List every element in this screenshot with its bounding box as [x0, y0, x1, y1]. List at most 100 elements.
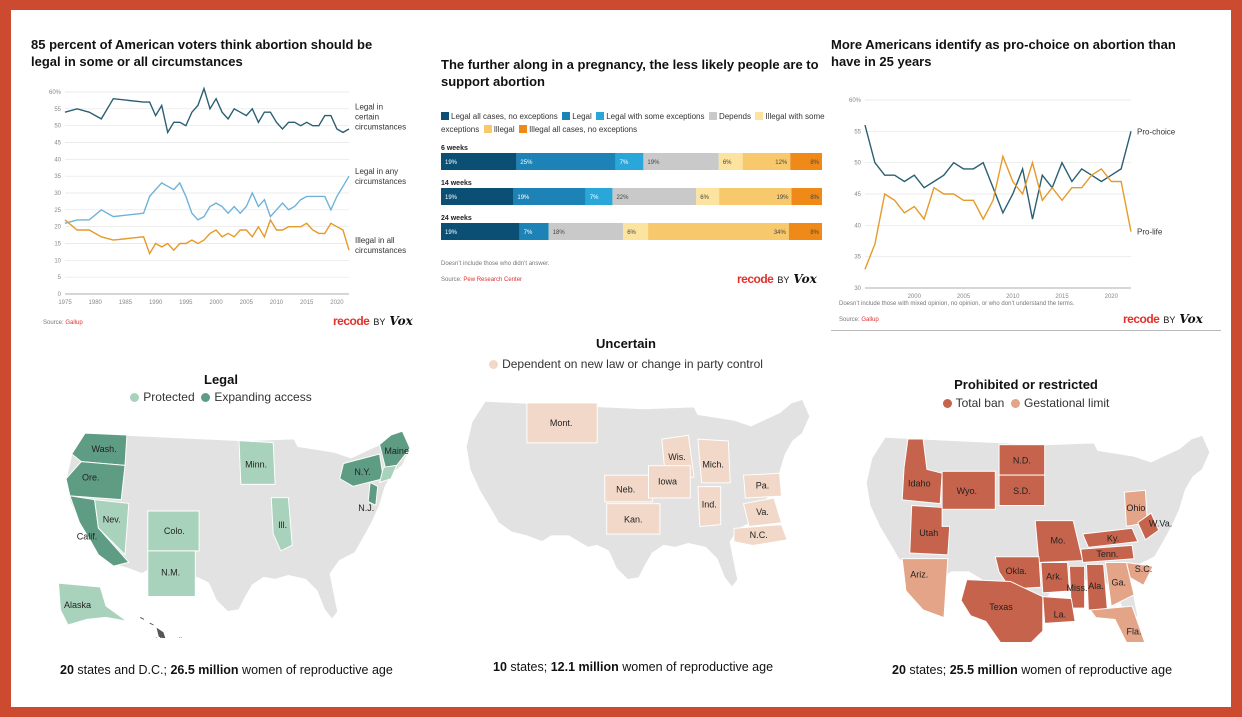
legend-illegal: Illegal — [483, 125, 515, 134]
state-nd — [998, 444, 1046, 476]
state-mont — [526, 402, 598, 444]
map-uncertain: Mont. Wis. Mich. Neb. Iowa Ind. Pa. Kan. Va. N.C. — [465, 398, 811, 589]
y-tick-label: 15 — [54, 242, 61, 248]
label-calif: Calif. — [77, 532, 98, 542]
label-ore: Ore. — [82, 473, 100, 483]
infographic-frame: 85 percent of American voters think abor… — [11, 10, 1231, 707]
state-nc — [733, 524, 788, 546]
state-wyo — [941, 470, 996, 510]
state-ky — [1082, 527, 1139, 548]
bar-data-label: 22% — [616, 195, 629, 201]
chart3-svg: 30 35 40 45 50 55 60% 2000 2005 2010 2015 2020 Pro-c… — [849, 98, 1176, 300]
state-mich — [697, 438, 731, 484]
bar-segment — [519, 223, 549, 240]
state-ark — [1040, 562, 1070, 594]
label-ny: N.Y. — [354, 467, 370, 477]
bar-segment — [742, 153, 791, 170]
series-line-2 — [64, 218, 350, 256]
x-tick-label: 1995 — [179, 300, 193, 306]
label-nj: N.J. — [358, 503, 374, 513]
map-legal-title: Legal — [204, 372, 238, 387]
label-neb: Neb. — [616, 484, 635, 494]
label-la: La. — [1054, 610, 1067, 620]
label-miss: Miss. — [1066, 583, 1087, 593]
x-tick-label: 1990 — [149, 300, 163, 306]
chart2-brand-logo: recode BY Vox — [737, 272, 817, 286]
chart1-svg: 0 5 10 15 20 25 30 35 40 45 50 55 60% 1975 1980 1985 199… — [49, 86, 406, 306]
state-ill — [270, 497, 293, 552]
bar-data-label: 6% — [627, 230, 636, 236]
legend-illegal-some: Illegal with some exceptions — [441, 112, 825, 134]
bar-segment — [585, 188, 613, 205]
label-mo: Mo. — [1050, 536, 1065, 546]
label-nm: N.M. — [161, 568, 180, 578]
label-colo: Colo. — [164, 526, 185, 536]
bar-data-label: 8% — [810, 195, 819, 201]
y-tick-label: 55 — [54, 107, 61, 113]
state-va — [742, 497, 783, 528]
legend-gestational: Gestational limit — [1011, 396, 1109, 410]
state-texas — [960, 579, 1044, 642]
bar-category-label: 24 weeks — [441, 215, 472, 222]
series-label-1: Legal in any circumstances — [355, 167, 406, 186]
state-la — [1042, 596, 1076, 624]
state-pa — [742, 472, 783, 499]
state-ga — [1104, 562, 1135, 607]
x-tick-label: 2000 — [908, 294, 922, 300]
y-tick-label: 20 — [54, 225, 61, 231]
bar-data-label: 7% — [524, 230, 533, 236]
state-utah — [909, 504, 951, 556]
label-wva: W.Va. — [1149, 518, 1172, 528]
bar-data-label: 7% — [620, 160, 629, 166]
label-ill: Ill. — [278, 520, 287, 530]
bar-segment — [615, 153, 644, 170]
x-tick-label: 2010 — [270, 300, 284, 306]
state-fla — [1089, 605, 1146, 642]
y-tick-label: 35 — [54, 174, 61, 180]
state-minn — [238, 440, 276, 485]
map-legal-stat: 20 states and D.C.; 26.5 million women o… — [60, 663, 393, 677]
bar-data-label: 19% — [445, 195, 458, 201]
label-utah: Utah — [919, 528, 938, 538]
map-prohibited-title: Prohibited or restricted — [954, 377, 1098, 392]
legend-expanding: Expanding access — [201, 390, 312, 404]
chart-panel-pregnancy: The further along in a pregnancy, the le… — [441, 56, 831, 292]
bar-data-label: 8% — [810, 230, 819, 236]
chart2-svg: 6 weeks 19% 25% 7% 19% 6% 12% 8% 14 weeks 19% 19% 7… — [441, 145, 822, 240]
legend-protected: Protected — [130, 390, 195, 404]
y-tick-label: 10 — [54, 258, 61, 264]
map-uncertain-legend: Dependent on new law or change in party … — [436, 357, 816, 371]
chart3-note: Doesn’t include those with mixed opinion… — [839, 301, 1075, 307]
series-line-1 — [64, 175, 350, 224]
state-miss — [1068, 565, 1086, 609]
x-tick-label: 2015 — [1055, 294, 1069, 300]
state-kan — [606, 503, 661, 535]
bar-data-label: 6% — [700, 195, 709, 201]
x-tick-label: 1975 — [58, 300, 72, 306]
label-va: Va. — [756, 507, 769, 517]
state-colo — [147, 510, 200, 552]
bar-segment — [718, 153, 743, 170]
state-ariz — [901, 558, 949, 619]
chart3-brand-logo: recode BY Vox — [1123, 312, 1203, 326]
x-tick-label: 2005 — [957, 294, 971, 300]
y-tick-label: 60% — [49, 90, 62, 96]
legend-illegal-all: Illegal all cases, no exceptions — [519, 125, 637, 134]
map-uncertain-title: Uncertain — [596, 336, 656, 351]
bar-segment — [648, 223, 789, 240]
chart1-brand-logo: recode BY Vox — [333, 314, 413, 328]
chart2-note: Doesn’t include those who didn’t answer. — [441, 261, 550, 267]
state-ny — [339, 453, 384, 487]
x-tick-label: 2020 — [1105, 294, 1119, 300]
label-ariz: Ariz. — [910, 570, 928, 580]
y-tick-label: 5 — [58, 275, 62, 281]
bar-segment — [441, 223, 520, 240]
y-tick-label: 35 — [854, 255, 861, 261]
x-tick-label: 2010 — [1006, 294, 1020, 300]
bar-data-label: 8% — [810, 160, 819, 166]
bar-segment — [696, 188, 720, 205]
chart2-legend: Legal all cases, no exceptions Legal Leg… — [441, 110, 826, 136]
label-wis: Wis. — [668, 452, 686, 462]
legend-legal: Legal — [562, 112, 592, 121]
bar-segment — [643, 153, 719, 170]
